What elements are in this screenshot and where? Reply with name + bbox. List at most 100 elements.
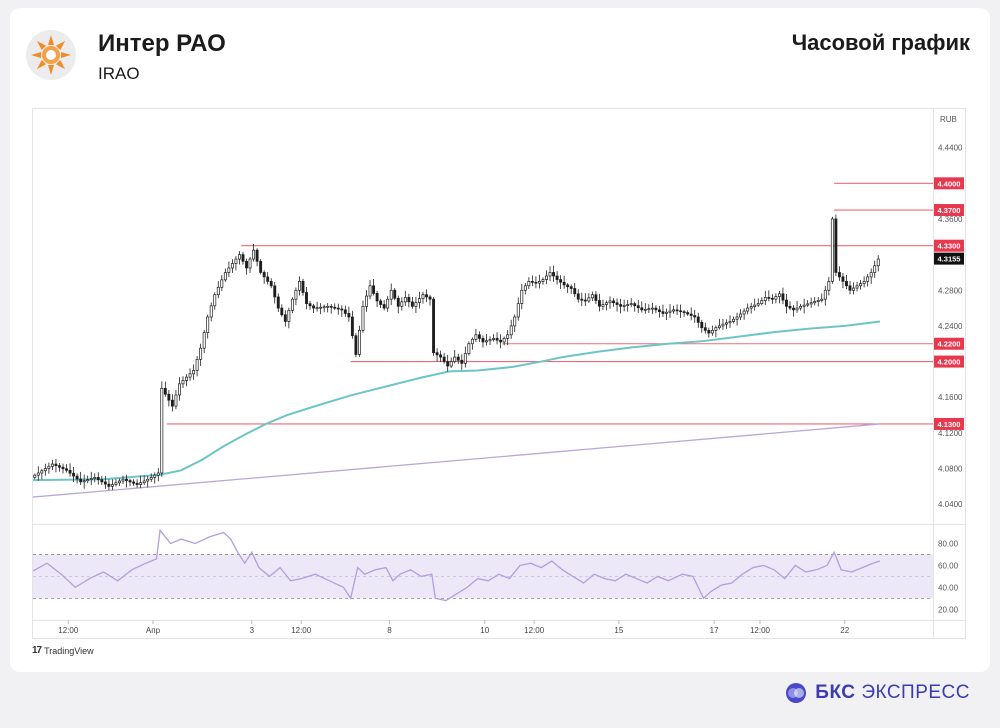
candle	[82, 474, 86, 489]
candle	[657, 306, 661, 318]
candle	[583, 293, 587, 307]
candle	[428, 294, 432, 306]
candle	[799, 303, 803, 311]
candle	[372, 279, 376, 296]
candle	[756, 298, 760, 308]
candle	[767, 290, 771, 302]
candle	[238, 251, 241, 265]
candle	[467, 341, 471, 356]
level-badge	[934, 417, 964, 430]
candle	[686, 310, 690, 316]
level-badge	[934, 204, 964, 217]
candle	[534, 276, 538, 289]
candle	[294, 287, 298, 306]
candle	[153, 472, 157, 484]
candle	[559, 275, 563, 290]
price-tick-label: 4.2400	[938, 322, 963, 331]
time-tick-label: 12:00	[524, 626, 545, 635]
level-badge	[934, 239, 964, 252]
candle	[781, 287, 785, 305]
candle	[139, 475, 143, 489]
candle	[209, 302, 213, 322]
candle	[89, 471, 93, 486]
candle	[287, 307, 291, 329]
candle	[545, 270, 548, 285]
currency-label: RUB	[940, 115, 957, 124]
candle	[407, 293, 411, 308]
candle	[714, 325, 718, 338]
level-label: 4.2000	[938, 358, 961, 367]
candle	[379, 298, 383, 309]
candle	[269, 278, 273, 289]
candle	[827, 276, 831, 296]
candle	[72, 467, 76, 482]
candle	[417, 291, 421, 309]
candle	[590, 291, 594, 302]
candle	[696, 312, 700, 328]
candle	[86, 475, 90, 484]
candle	[248, 256, 252, 273]
candle	[837, 266, 841, 281]
candle	[587, 293, 591, 303]
candle	[118, 478, 121, 486]
candle	[576, 289, 580, 303]
candle	[813, 297, 817, 306]
candle	[710, 325, 714, 336]
brand-bold: БКС	[815, 682, 856, 703]
candle	[622, 299, 626, 312]
candle	[400, 297, 404, 311]
candle	[132, 479, 136, 486]
candle	[386, 295, 390, 312]
candle	[273, 281, 277, 304]
candle	[142, 475, 146, 485]
candle	[262, 270, 266, 284]
candle	[806, 300, 810, 307]
candle	[336, 303, 340, 315]
rsi-tick-label: 20.00	[938, 605, 959, 614]
candle	[848, 281, 852, 295]
candle	[259, 259, 263, 275]
candle	[506, 330, 510, 346]
candle	[816, 297, 820, 307]
time-tick-label: 22	[840, 626, 849, 635]
candle	[809, 297, 813, 308]
time-tick-label: 15	[614, 626, 623, 635]
candle	[862, 276, 866, 288]
candle	[619, 298, 623, 314]
candle	[290, 297, 294, 314]
candle	[739, 309, 743, 321]
candle	[460, 354, 464, 370]
candle	[612, 298, 615, 307]
candle	[199, 343, 203, 366]
candle	[50, 459, 54, 470]
candle	[439, 350, 443, 363]
candle	[149, 473, 153, 482]
candle	[103, 476, 107, 489]
candle	[608, 296, 612, 309]
candle	[845, 275, 848, 290]
trend-line	[32, 423, 881, 498]
candle	[167, 389, 171, 407]
candle	[749, 302, 753, 314]
candle	[470, 337, 474, 350]
candle	[679, 304, 683, 318]
candle	[283, 310, 287, 327]
candle	[410, 297, 414, 309]
candle	[266, 271, 270, 285]
candle	[552, 265, 555, 282]
candle	[650, 302, 654, 314]
candle	[682, 309, 686, 317]
candle	[453, 350, 457, 364]
candle	[234, 256, 238, 271]
price-tick-label: 4.1200	[938, 429, 963, 438]
candle	[626, 300, 630, 312]
candle	[178, 377, 181, 401]
time-tick-label: 12:00	[58, 626, 79, 635]
candle	[834, 214, 838, 276]
candle	[502, 336, 506, 346]
candle	[276, 293, 280, 313]
candle	[65, 464, 68, 473]
candle	[245, 258, 248, 275]
rsi-axis-ticks: 80.00 60.00 40.00 20.00	[938, 539, 959, 614]
candle	[640, 301, 644, 313]
